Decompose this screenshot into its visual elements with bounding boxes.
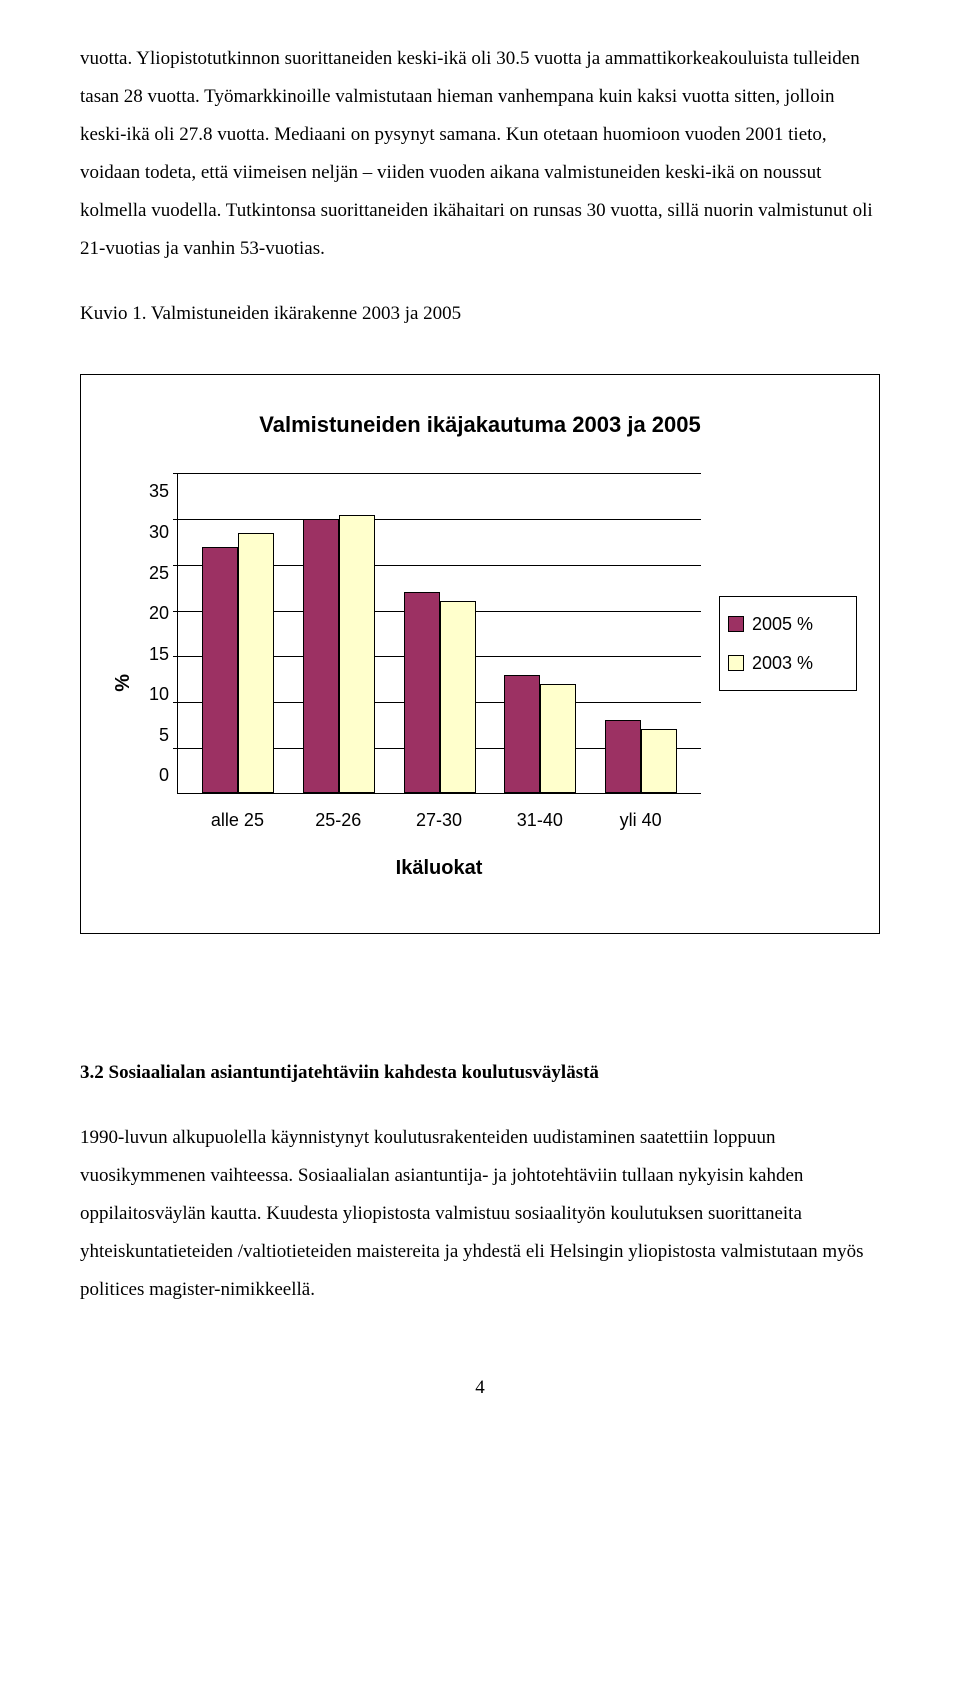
chart-title: Valmistuneiden ikäjakautuma 2003 ja 2005: [103, 403, 857, 447]
legend-item: 2005 %: [728, 606, 848, 642]
y-tick: 25: [149, 555, 169, 591]
y-axis-ticks: 35 30 25 20 15 10 5 0: [149, 473, 177, 793]
gridline: [178, 473, 701, 474]
body-paragraph-1: vuotta. Yliopistotutkinnon suorittaneide…: [80, 40, 880, 268]
y-tick: 0: [149, 757, 169, 793]
legend-swatch: [728, 616, 744, 632]
y-axis-label: %: [103, 634, 143, 692]
bar-group: [188, 533, 289, 794]
legend-swatch: [728, 655, 744, 671]
bar: [605, 720, 641, 793]
bar-group: [490, 675, 591, 794]
y-tick: 35: [149, 473, 169, 509]
y-tick: 5: [149, 717, 169, 753]
tick-mark: [173, 519, 178, 520]
x-label: alle 25: [187, 802, 288, 838]
bar-group: [590, 720, 691, 793]
gridline: [178, 519, 701, 520]
legend-label: 2003 %: [752, 645, 813, 681]
tick-mark: [173, 611, 178, 612]
bar-group: [389, 592, 490, 793]
section-heading: 3.2 Sosiaalialan asiantuntijatehtäviin k…: [80, 1054, 880, 1092]
y-tick: 30: [149, 514, 169, 550]
chart-body: % 35 30 25 20 15 10 5 0 alle 2525-2627-3031-40y…: [103, 473, 857, 853]
page-number: 4: [80, 1369, 880, 1407]
tick-mark: [173, 565, 178, 566]
tick-mark: [173, 748, 178, 749]
bar: [540, 684, 576, 794]
body-paragraph-2: 1990-luvun alkupuolella käynnistynyt kou…: [80, 1119, 880, 1309]
legend: 2005 %2003 %: [719, 596, 857, 691]
x-label: 25-26: [288, 802, 389, 838]
tick-mark: [173, 656, 178, 657]
bar: [238, 533, 274, 794]
bar: [303, 519, 339, 793]
bar: [440, 601, 476, 793]
figure-caption: Kuvio 1. Valmistuneiden ikärakenne 2003 …: [80, 295, 880, 333]
tick-mark: [173, 473, 178, 474]
legend-label: 2005 %: [752, 606, 813, 642]
x-axis-labels: alle 2525-2627-3031-40yli 40: [177, 794, 701, 838]
bar: [202, 547, 238, 794]
x-axis-title: Ikäluokat: [177, 848, 701, 888]
bar: [339, 515, 375, 794]
bar: [504, 675, 540, 794]
x-label: yli 40: [590, 802, 691, 838]
legend-item: 2003 %: [728, 645, 848, 681]
x-label: 27-30: [389, 802, 490, 838]
tick-mark: [173, 702, 178, 703]
bar-group: [289, 515, 390, 794]
y-tick: 10: [149, 676, 169, 712]
x-label: 31-40: [489, 802, 590, 838]
y-tick: 20: [149, 595, 169, 631]
chart-container: Valmistuneiden ikäjakautuma 2003 ja 2005…: [80, 374, 880, 934]
bar: [641, 729, 677, 793]
y-tick: 15: [149, 636, 169, 672]
plot-area: [177, 473, 701, 794]
bar: [404, 592, 440, 793]
